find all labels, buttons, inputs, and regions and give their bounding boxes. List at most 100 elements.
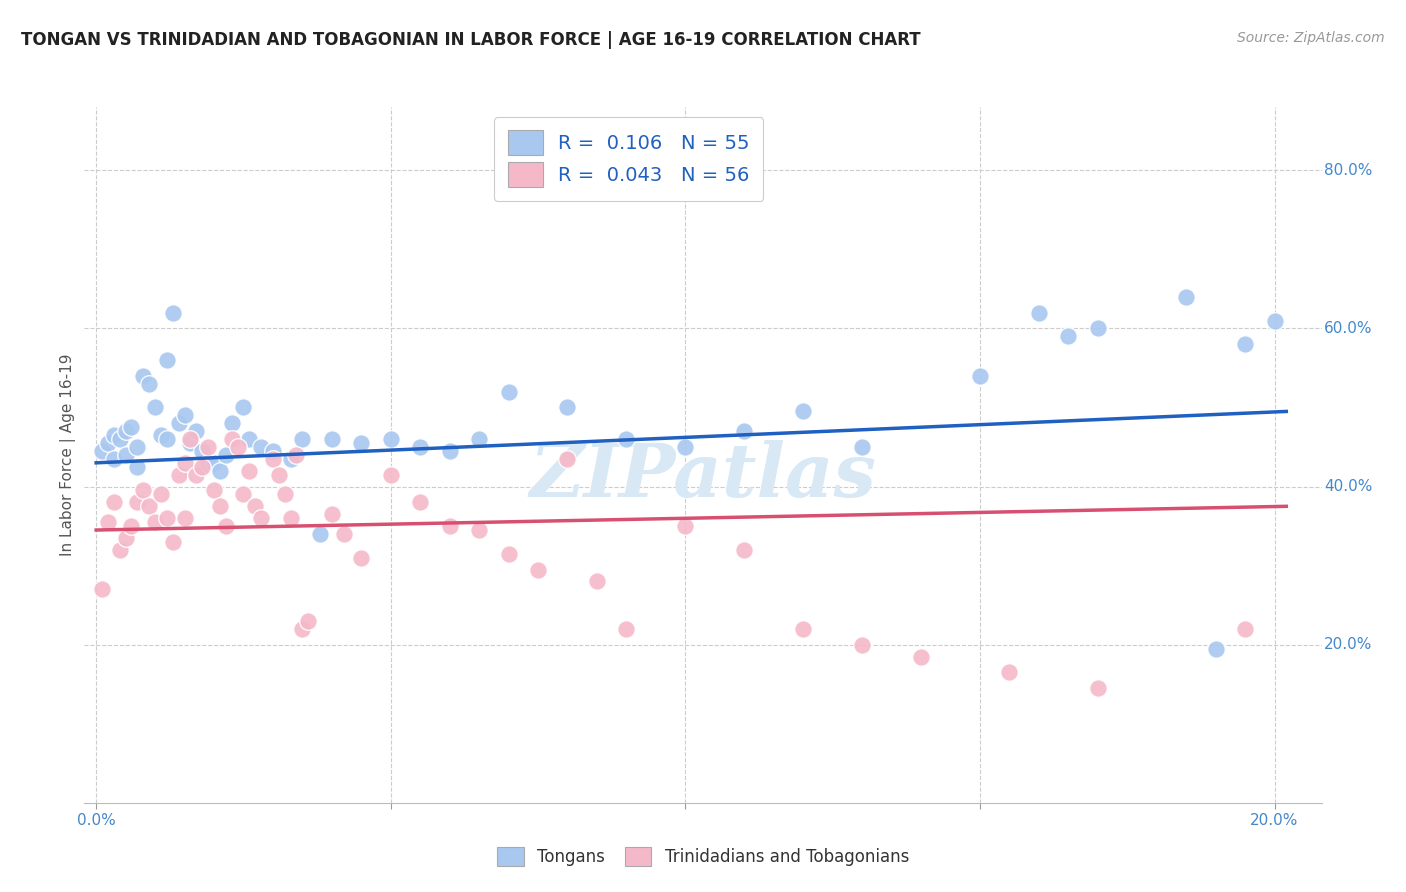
Point bbox=[1057, 329, 1080, 343]
Point bbox=[1028, 305, 1050, 319]
Text: 40.0%: 40.0% bbox=[1324, 479, 1372, 494]
Point bbox=[208, 500, 231, 514]
Point bbox=[156, 511, 179, 525]
Point bbox=[262, 451, 284, 466]
Point bbox=[138, 500, 160, 514]
Point bbox=[208, 464, 231, 478]
Point bbox=[910, 649, 932, 664]
Text: TONGAN VS TRINIDADIAN AND TOBAGONIAN IN LABOR FORCE | AGE 16-19 CORRELATION CHAR: TONGAN VS TRINIDADIAN AND TOBAGONIAN IN … bbox=[21, 31, 921, 49]
Point bbox=[91, 444, 114, 458]
Point bbox=[103, 495, 125, 509]
Point bbox=[232, 401, 254, 415]
Point bbox=[309, 527, 332, 541]
Point bbox=[186, 424, 208, 438]
Point bbox=[673, 519, 696, 533]
Point bbox=[586, 574, 609, 589]
Point bbox=[108, 432, 131, 446]
Point bbox=[1175, 290, 1198, 304]
Point bbox=[215, 519, 238, 533]
Point bbox=[156, 432, 179, 446]
Point bbox=[250, 511, 273, 525]
Point bbox=[332, 527, 354, 541]
Point bbox=[998, 665, 1021, 680]
Point bbox=[297, 614, 319, 628]
Point bbox=[498, 384, 520, 399]
Text: 20.0%: 20.0% bbox=[1324, 637, 1372, 652]
Point bbox=[792, 404, 814, 418]
Point bbox=[969, 368, 991, 383]
Point bbox=[191, 444, 214, 458]
Point bbox=[409, 495, 432, 509]
Point bbox=[97, 436, 120, 450]
Point bbox=[132, 483, 155, 498]
Point bbox=[197, 456, 219, 470]
Point bbox=[468, 523, 491, 537]
Point bbox=[616, 432, 638, 446]
Point bbox=[262, 444, 284, 458]
Text: ZIPatlas: ZIPatlas bbox=[530, 440, 876, 512]
Point bbox=[792, 622, 814, 636]
Point bbox=[380, 432, 402, 446]
Point bbox=[380, 467, 402, 482]
Point bbox=[173, 409, 195, 423]
Point bbox=[498, 547, 520, 561]
Point bbox=[91, 582, 114, 597]
Point bbox=[250, 440, 273, 454]
Point bbox=[114, 424, 136, 438]
Point bbox=[149, 428, 172, 442]
Point bbox=[557, 451, 579, 466]
Point bbox=[733, 424, 755, 438]
Point bbox=[439, 444, 461, 458]
Point bbox=[97, 515, 120, 529]
Point bbox=[202, 483, 225, 498]
Point bbox=[245, 500, 267, 514]
Point bbox=[285, 448, 308, 462]
Point bbox=[527, 563, 550, 577]
Point bbox=[350, 550, 373, 565]
Point bbox=[291, 622, 314, 636]
Y-axis label: In Labor Force | Age 16-19: In Labor Force | Age 16-19 bbox=[60, 353, 76, 557]
Point bbox=[673, 440, 696, 454]
Point bbox=[280, 511, 302, 525]
Point bbox=[167, 467, 190, 482]
Point bbox=[291, 432, 314, 446]
Point bbox=[173, 456, 195, 470]
Point bbox=[127, 459, 149, 474]
Point bbox=[221, 432, 243, 446]
Point bbox=[616, 622, 638, 636]
Point bbox=[851, 638, 873, 652]
Point bbox=[409, 440, 432, 454]
Point bbox=[127, 495, 149, 509]
Point bbox=[186, 467, 208, 482]
Point bbox=[232, 487, 254, 501]
Point bbox=[197, 440, 219, 454]
Point bbox=[267, 467, 290, 482]
Point bbox=[121, 519, 143, 533]
Point bbox=[162, 534, 184, 549]
Point bbox=[1234, 622, 1257, 636]
Point bbox=[468, 432, 491, 446]
Point bbox=[1087, 681, 1109, 695]
Point bbox=[1087, 321, 1109, 335]
Point bbox=[733, 542, 755, 557]
Point bbox=[167, 417, 190, 431]
Point bbox=[221, 417, 243, 431]
Point bbox=[103, 451, 125, 466]
Point bbox=[121, 420, 143, 434]
Text: 80.0%: 80.0% bbox=[1324, 163, 1372, 178]
Point bbox=[273, 487, 295, 501]
Text: 60.0%: 60.0% bbox=[1324, 321, 1372, 336]
Point bbox=[179, 436, 201, 450]
Point bbox=[226, 440, 249, 454]
Point bbox=[1205, 641, 1227, 656]
Point bbox=[321, 507, 343, 521]
Point bbox=[114, 448, 136, 462]
Point bbox=[156, 353, 179, 368]
Point bbox=[162, 305, 184, 319]
Point bbox=[173, 511, 195, 525]
Point bbox=[138, 376, 160, 391]
Point bbox=[215, 448, 238, 462]
Point bbox=[238, 464, 260, 478]
Point bbox=[114, 531, 136, 545]
Point bbox=[202, 456, 225, 470]
